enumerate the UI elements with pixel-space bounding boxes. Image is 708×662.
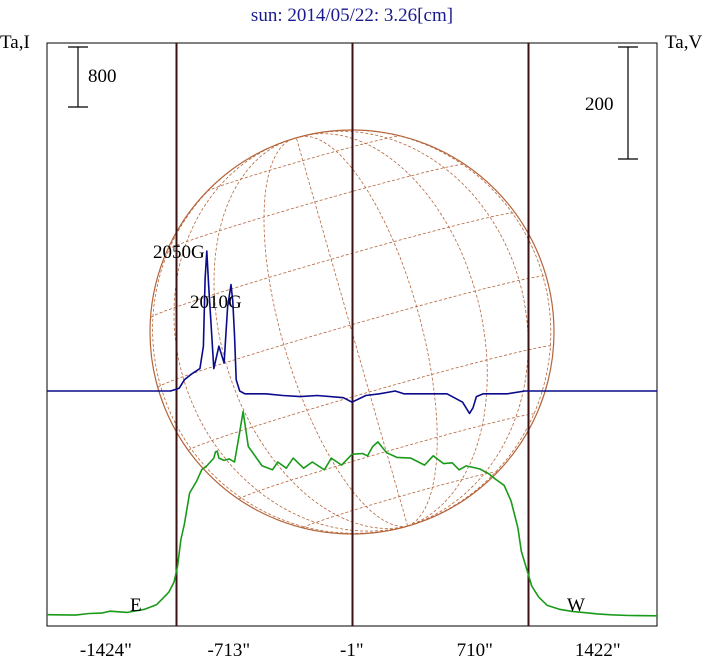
latitude-line xyxy=(167,163,465,250)
x-tick-label: 710" xyxy=(457,640,493,661)
intensity-series-line xyxy=(46,410,658,617)
vertical-reference-lines xyxy=(175,43,530,626)
scale-bar-right-label: 200 xyxy=(585,94,614,115)
right-axis-label: Ta,V xyxy=(665,32,702,53)
latitude-line xyxy=(150,212,516,318)
longitude-line xyxy=(299,136,438,527)
x-tick-labels: -1424" -713" -1" 710" 1422" xyxy=(80,640,621,661)
longitude-line xyxy=(152,152,408,534)
x-tick-label: 1422" xyxy=(575,640,621,661)
x-tick-label: -713" xyxy=(208,640,251,661)
annotation-2010g: 2010G xyxy=(190,292,242,313)
data-series xyxy=(46,250,658,617)
annotation-2050g: 2050G xyxy=(153,242,205,263)
polarization-series-line xyxy=(47,250,657,415)
longitude-line xyxy=(263,138,408,527)
longitude-line xyxy=(314,130,529,527)
latitude-line xyxy=(188,345,554,451)
scale-bar-left-label: 800 xyxy=(88,66,117,87)
longitude-line xyxy=(302,133,488,527)
x-tick-label: -1424" xyxy=(80,640,132,661)
scale-bar-left: 800 xyxy=(68,46,117,108)
latitude-line xyxy=(157,275,547,388)
left-axis-label: Ta,I xyxy=(0,32,30,53)
limb-marker-west: W xyxy=(567,595,585,616)
longitude-line xyxy=(173,143,408,532)
chart-title: sun: 2014/05/22: 3.26[cm] xyxy=(251,5,453,26)
longitude-line xyxy=(337,130,552,527)
limb-marker-east: E xyxy=(130,595,142,616)
x-tick-label: -1" xyxy=(340,640,364,661)
scale-bar-right: 200 xyxy=(585,46,638,160)
longitude-line xyxy=(295,137,408,527)
longitude-line xyxy=(213,139,408,529)
heliographic-grid xyxy=(150,130,554,534)
